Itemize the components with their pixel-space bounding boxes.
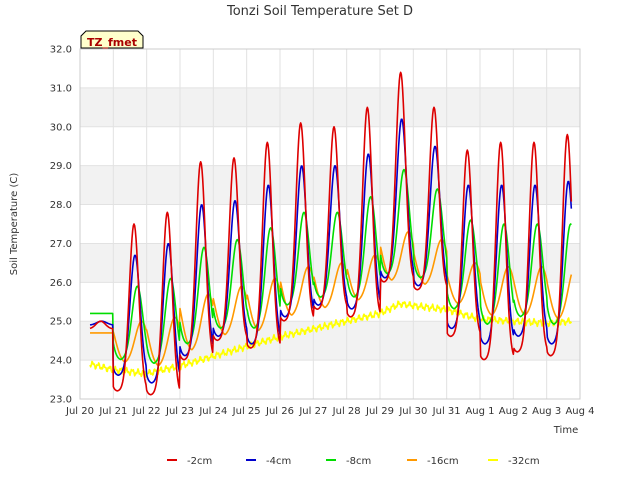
y-tick-label: 30.0 xyxy=(50,122,72,133)
series-line-minus-16cm xyxy=(89,231,573,367)
y-axis-ticks: 23.0 24.0 25.0 26.0 27.0 28.0 29.0 30.0 31.0 32.0 xyxy=(50,45,72,406)
series-lines xyxy=(89,71,573,396)
background-band xyxy=(80,321,580,361)
x-tick-label: Jul 24 xyxy=(198,406,227,417)
series-line-minus-2cm xyxy=(89,71,573,396)
x-tick-label: Jul 26 xyxy=(265,406,294,417)
x-tick-label: Jul 23 xyxy=(165,406,194,417)
x-tick-label: Jul 21 xyxy=(98,406,127,417)
y-tick-label: 23.0 xyxy=(50,395,72,406)
y-tick-label: 28.0 xyxy=(50,200,72,211)
y-tick-label: 25.0 xyxy=(50,317,72,328)
annotation-label: TZ_fmet xyxy=(87,36,137,49)
series-line-minus-8cm xyxy=(89,168,572,365)
y-tick-label: 27.0 xyxy=(50,239,72,250)
x-tick-label: Jul 30 xyxy=(398,406,427,417)
legend-label: -32cm xyxy=(508,456,540,467)
plot-frame xyxy=(79,48,581,400)
x-axis-title: Time xyxy=(553,425,578,436)
legend-label: -8cm xyxy=(346,456,371,467)
x-tick-label: Jul 27 xyxy=(298,406,327,417)
y-tick-label: 26.0 xyxy=(50,278,72,289)
annotation-box-shape xyxy=(80,30,144,49)
y-tick-label: 29.0 xyxy=(50,161,72,172)
x-tick-label: Jul 25 xyxy=(232,406,261,417)
x-tick-label: Jul 28 xyxy=(332,406,361,417)
x-tick-label: Aug 1 xyxy=(465,406,494,417)
annotation-box: TZ_fmet xyxy=(80,30,144,49)
x-tick-label: Jul 29 xyxy=(365,406,394,417)
y-tick-label: 31.0 xyxy=(50,83,72,94)
background-band xyxy=(80,126,580,166)
y-axis-title: Soil Temperature (C) xyxy=(9,173,20,276)
y-tick-label: 24.0 xyxy=(50,356,72,367)
x-tick-label: Aug 3 xyxy=(532,406,561,417)
legend-label: -4cm xyxy=(266,456,291,467)
x-tick-label: Jul 31 xyxy=(432,406,461,417)
background-band xyxy=(80,87,580,127)
x-tick-label: Aug 4 xyxy=(565,406,594,417)
x-tick-label: Jul 22 xyxy=(132,406,161,417)
legend-label: -2cm xyxy=(187,456,212,467)
chart-title: Tonzi Soil Temperature Set D xyxy=(226,4,413,19)
background-band xyxy=(80,49,580,88)
x-tick-label: Aug 2 xyxy=(499,406,528,417)
legend-label: -16cm xyxy=(427,456,459,467)
background-band xyxy=(80,360,580,399)
x-axis-ticks: Jul 20 Jul 21 Jul 22 Jul 23 Jul 24 Jul 25 Jul … xyxy=(65,406,595,417)
legend: -2cm -4cm -8cm -16cm -32cm xyxy=(167,456,540,467)
x-tick-label: Jul 20 xyxy=(65,406,94,417)
y-tick-label: 32.0 xyxy=(50,45,72,56)
